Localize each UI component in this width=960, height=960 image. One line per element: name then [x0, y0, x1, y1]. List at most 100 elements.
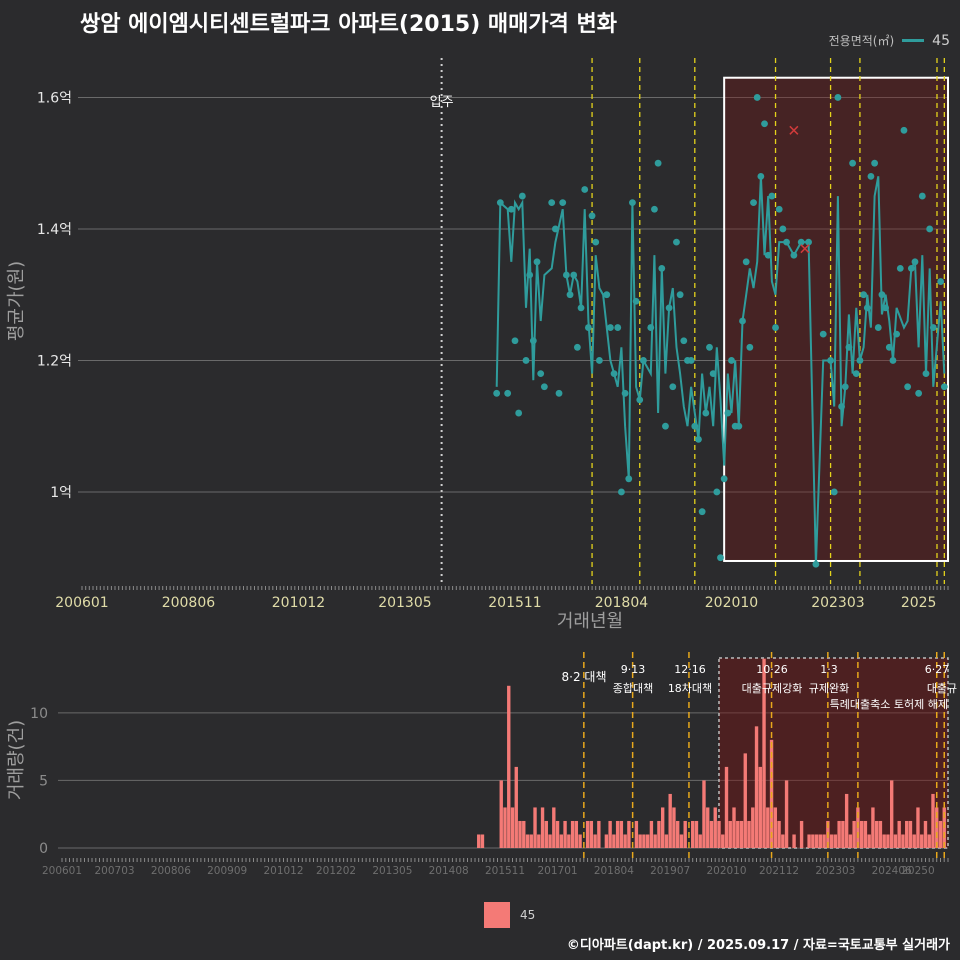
volume-bar: [852, 820, 856, 848]
volume-bar: [781, 834, 785, 848]
price-point: [907, 265, 915, 272]
policy-label-date: 1·3: [820, 663, 838, 676]
price-point: [717, 554, 724, 562]
price-point: [852, 370, 860, 377]
price-point: [926, 225, 934, 233]
vol-x-tick-label: 201012: [263, 865, 303, 877]
price-point: [845, 343, 853, 351]
volume-bar: [619, 820, 624, 848]
price-point: [507, 205, 515, 213]
volume-bar: [739, 820, 744, 848]
vol-x-tick-label: 200703: [95, 865, 135, 877]
volume-bar: [912, 834, 916, 848]
volume-bar: [859, 820, 864, 848]
volume-bar: [743, 753, 747, 848]
price-point: [621, 389, 629, 397]
volume-bar: [510, 807, 515, 848]
volume-bar: [762, 658, 766, 848]
price-point: [775, 205, 783, 213]
price-point: [629, 199, 636, 207]
price-point: [709, 370, 717, 377]
price-point: [640, 357, 647, 364]
volume-bar: [829, 834, 834, 848]
x-axis-title: 거래년월: [557, 611, 623, 632]
price-point: [706, 343, 713, 351]
price-point: [548, 199, 556, 207]
volume-bar: [751, 807, 755, 848]
volume-bar: [784, 780, 789, 848]
price-point: [805, 238, 812, 246]
price-point: [581, 186, 589, 193]
price-point: [504, 389, 512, 397]
price-point: [812, 560, 820, 568]
volume-bar: [732, 807, 736, 848]
price-point: [827, 357, 834, 364]
price-point: [702, 409, 710, 417]
volume-bar: [540, 807, 545, 848]
y-tick-label: 1억: [50, 485, 72, 501]
outlier-marker: [800, 244, 810, 254]
price-point: [819, 330, 827, 338]
price-point: [915, 389, 923, 397]
volume-bar: [908, 820, 913, 848]
price-point: [867, 172, 875, 180]
volume-bar: [627, 820, 631, 848]
price-point: [834, 94, 842, 101]
price-point: [566, 291, 574, 299]
y-axis-title: 평균가(원): [6, 261, 27, 341]
legend-top-value: 45: [932, 32, 950, 49]
volume-bar: [886, 834, 890, 848]
x-tick-label: 201305: [378, 595, 431, 611]
volume-bar: [597, 820, 601, 848]
price-point: [537, 370, 545, 377]
x-tick-label: 200601: [55, 595, 108, 611]
price-point: [900, 126, 908, 134]
volume-bar: [777, 820, 781, 848]
legend-bottom: 45: [484, 902, 535, 928]
vol-x-tick-label: 200806: [151, 865, 191, 877]
volume-bar: [638, 834, 642, 848]
volume-bar: [920, 834, 924, 848]
volume-bar: [754, 726, 759, 848]
price-point: [893, 330, 901, 338]
volume-bar: [522, 820, 526, 848]
volume-bar: [871, 807, 875, 848]
volume-bar: [927, 834, 931, 848]
volume-bar: [612, 834, 616, 848]
vol-x-minor-ticks: [61, 858, 949, 862]
policy-label-name: 종합대책: [613, 682, 653, 695]
vol-y-tick-label: 5: [39, 773, 48, 789]
price-point: [874, 324, 882, 331]
volume-bar: [698, 834, 702, 848]
x-tick-label: 2025: [901, 595, 937, 611]
footer-credit: ©디아파트(dapt.kr) / 2025.09.17 / 자료=국토교통부 실…: [566, 938, 950, 953]
volume-bar: [709, 820, 714, 848]
price-point: [871, 159, 879, 167]
vol-x-tick-label: 201408: [429, 865, 469, 877]
price-point: [511, 337, 519, 345]
price-point: [746, 343, 754, 351]
vol-x-tick-label: 202112: [759, 865, 799, 877]
volume-bar: [721, 834, 725, 848]
price-point: [922, 370, 930, 377]
volume-bar: [660, 807, 665, 848]
price-point: [772, 324, 779, 331]
volume-chart: 0 5 10 8·2 대책 9·13 종합대책 12·16 18차대책 10·26 대출규제강화 1…: [6, 640, 957, 877]
price-point: [636, 396, 644, 404]
vol-y-axis-title: 거래량(건): [6, 720, 27, 800]
price-point: [885, 343, 893, 351]
volume-bar: [897, 820, 901, 848]
volume-bar: [766, 807, 770, 848]
price-point: [739, 317, 746, 325]
policy-label: 8·2 대책: [562, 669, 607, 684]
volume-bar: [867, 834, 871, 848]
policy-label-date: 10·26: [756, 663, 788, 676]
y-tick-label: 1.6억: [37, 90, 72, 106]
x-tick-label: 201511: [488, 595, 541, 611]
price-point: [779, 225, 787, 233]
price-point: [841, 383, 849, 391]
price-point: [929, 324, 937, 331]
volume-bar: [608, 820, 612, 848]
price-point: [533, 258, 541, 266]
policy-label-date: 9·7: [851, 640, 869, 643]
